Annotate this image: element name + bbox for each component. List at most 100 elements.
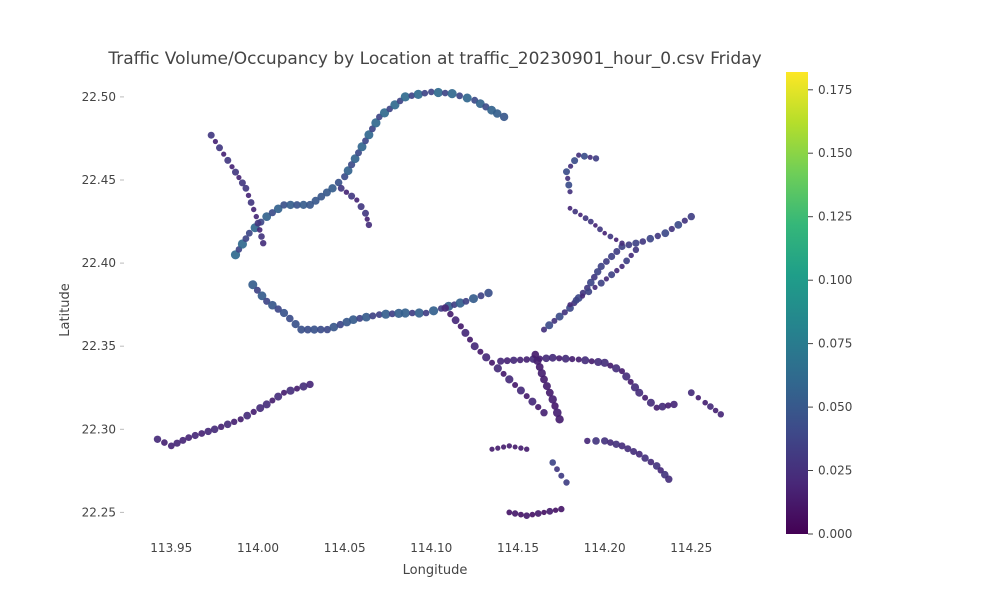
data-point [552, 507, 559, 513]
data-point [555, 312, 564, 321]
colorbar-tick-label: 0.025 [818, 464, 852, 478]
data-point [433, 87, 443, 98]
data-point [528, 397, 537, 406]
data-point [717, 411, 724, 418]
data-point [461, 328, 470, 337]
data-point [707, 403, 714, 410]
data-point [585, 288, 593, 296]
data-point [455, 298, 465, 308]
data-point [563, 479, 570, 486]
data-point [542, 382, 551, 391]
data-point [306, 380, 314, 389]
data-point [245, 192, 252, 199]
data-point [253, 213, 259, 220]
data-point [161, 439, 168, 446]
data-point [642, 394, 649, 401]
data-point [608, 252, 616, 261]
data-point [687, 212, 695, 221]
data-point [567, 302, 573, 308]
data-point [625, 241, 633, 249]
data-point [238, 179, 246, 187]
data-point [556, 355, 563, 362]
data-point [506, 509, 513, 516]
data-point [551, 317, 558, 324]
data-point [569, 356, 576, 363]
data-point [477, 348, 484, 355]
data-point [545, 388, 554, 397]
data-point [582, 215, 589, 222]
data-point [565, 175, 571, 181]
data-point [317, 325, 325, 334]
data-point [212, 138, 218, 145]
data-point [269, 397, 276, 404]
data-point [635, 450, 643, 458]
x-tick-label: 114.10 [410, 541, 452, 555]
data-point [274, 305, 282, 313]
data-point [601, 437, 609, 445]
data-point [286, 314, 294, 323]
data-point [364, 130, 374, 140]
data-point [492, 109, 502, 118]
data-point [505, 375, 514, 384]
x-tick-label: 114.25 [670, 541, 712, 555]
data-point [210, 425, 219, 434]
data-point [535, 404, 542, 411]
y-tick-label: 22.45 [82, 173, 116, 187]
colorbar-tick-label: 0.050 [818, 400, 852, 414]
data-point [262, 400, 271, 409]
data-point [501, 444, 507, 450]
data-point [592, 284, 598, 290]
data-point [619, 240, 625, 246]
data-point [518, 445, 524, 451]
data-point [256, 227, 263, 233]
data-point [594, 358, 603, 366]
colorbar-tick-label: 0.075 [818, 337, 852, 351]
data-point [242, 235, 250, 243]
data-point [422, 309, 430, 317]
data-point [622, 372, 631, 381]
y-tick-label: 22.30 [82, 422, 116, 436]
colorbar-tick-label: 0.125 [818, 210, 852, 224]
data-point [511, 510, 519, 517]
data-point [362, 209, 369, 217]
data-point [328, 184, 337, 193]
data-point [503, 357, 511, 365]
y-tick-label: 22.25 [82, 505, 116, 519]
data-point [317, 192, 326, 201]
data-point [548, 353, 557, 362]
data-point [242, 184, 250, 192]
data-point [281, 389, 287, 396]
data-point [224, 156, 232, 164]
data-point [409, 309, 416, 317]
data-point [533, 356, 542, 365]
data-point [223, 420, 232, 429]
data-point [341, 173, 349, 181]
data-point [243, 411, 252, 420]
data-point [565, 181, 573, 189]
data-point [348, 192, 356, 200]
data-point [639, 238, 647, 245]
data-point [567, 205, 573, 211]
data-point [551, 402, 559, 410]
data-point [558, 472, 565, 479]
data-point [581, 356, 590, 365]
data-point [607, 233, 614, 240]
data-point [641, 454, 649, 462]
x-tick-label: 114.20 [584, 541, 626, 555]
x-tick-label: 114.05 [324, 541, 366, 555]
data-point [572, 296, 580, 304]
data-point [594, 268, 602, 276]
data-point [668, 225, 675, 233]
data-point [311, 196, 320, 205]
data-point [334, 178, 343, 187]
data-point [441, 304, 450, 312]
x-tick-label: 113.95 [150, 541, 192, 555]
data-point [447, 310, 454, 318]
data-point [268, 209, 276, 217]
data-point [670, 400, 678, 409]
data-point [541, 509, 547, 516]
data-point [356, 314, 364, 322]
data-point [512, 444, 518, 450]
colorbar-tick-label: 0.100 [818, 273, 852, 287]
data-point [523, 512, 530, 519]
